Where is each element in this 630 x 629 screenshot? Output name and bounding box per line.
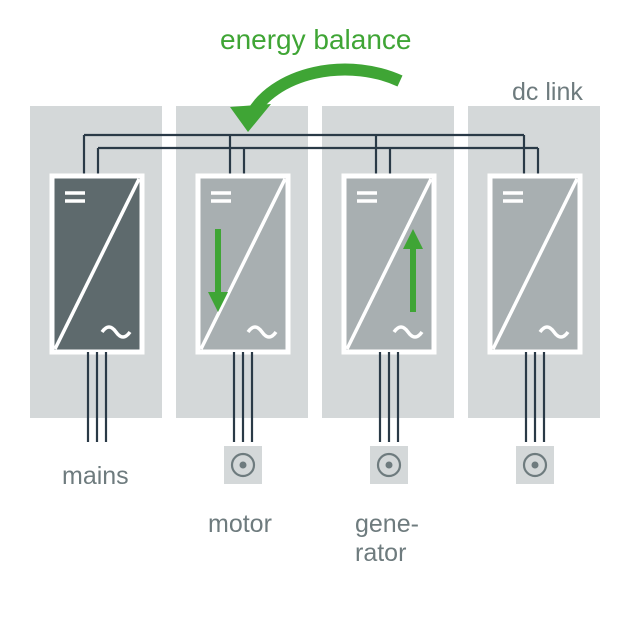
motor-symbol-3: [368, 444, 410, 486]
motor-symbol-2: [222, 444, 264, 486]
inverter-1: [52, 176, 142, 352]
inverter-3: [344, 176, 434, 352]
inverter-4: [490, 176, 580, 352]
label-motor: motor: [208, 510, 272, 539]
label-dc-link: dc link: [512, 78, 583, 107]
label-mains: mains: [62, 462, 129, 491]
label-generator: gene- rator: [355, 510, 419, 568]
title-energy-balance: energy balance: [220, 24, 411, 56]
motor-symbols: [222, 444, 556, 486]
motor-symbol-4: [514, 444, 556, 486]
inverter-2: [198, 176, 288, 352]
inverters: [52, 176, 580, 352]
